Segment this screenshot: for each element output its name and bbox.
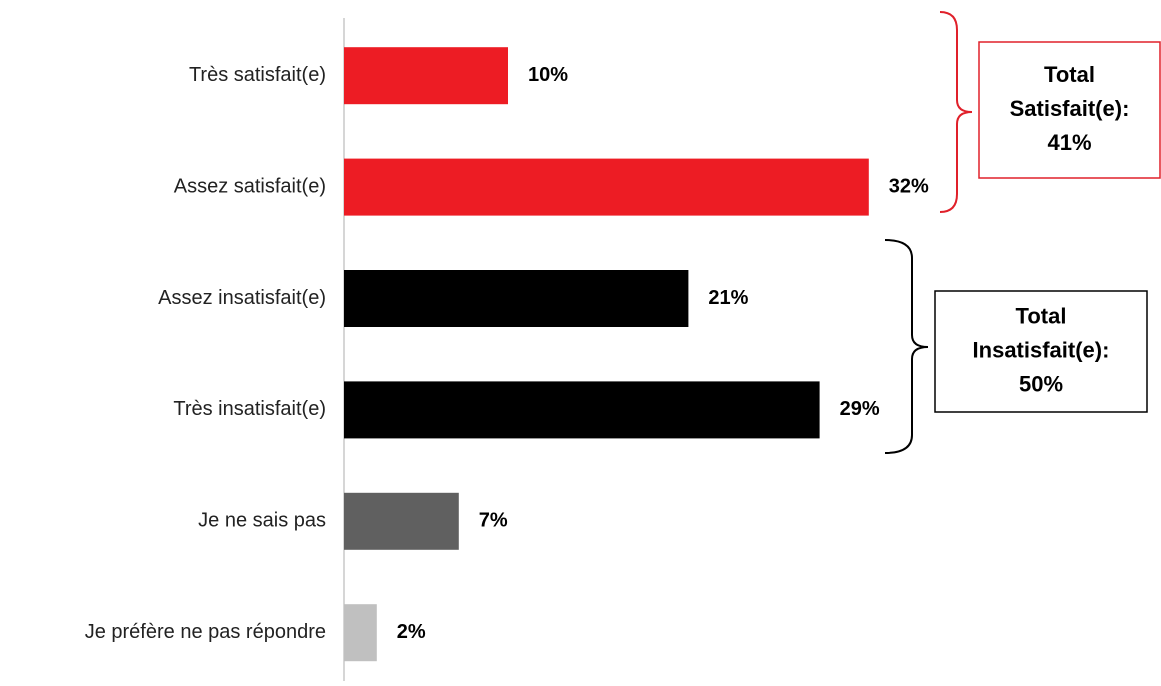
y-tick-label: Assez insatisfait(e) [158,287,326,309]
annotation-text: 41% [1047,130,1091,155]
annotation-text: Total [1044,62,1095,87]
value-label: 29% [840,398,880,420]
bar [344,604,377,662]
annotation-box [934,290,1148,413]
annotation-text: Satisfait(e): [1010,96,1130,121]
bar [344,381,820,439]
value-label: 32% [889,175,929,197]
annotation-text: Total [1016,303,1067,328]
bar [344,492,459,550]
y-tick-label: Très insatisfait(e) [173,398,326,420]
y-tick-label: Je ne sais pas [198,510,326,532]
value-label: 21% [708,287,748,309]
y-tick-label: Assez satisfait(e) [174,175,326,197]
annotation-text: 50% [1019,371,1063,396]
annotation-text: Insatisfait(e): [973,337,1110,362]
bar [344,158,869,216]
bracket [939,11,973,213]
bar [344,47,508,105]
value-label: 7% [479,510,508,532]
value-label: 10% [528,64,568,86]
annotation-box [978,41,1161,179]
bar [344,270,689,327]
y-tick-label: Très satisfait(e) [189,64,326,86]
y-tick-label: Je préfère ne pas répondre [85,621,326,643]
bracket [884,239,929,454]
value-label: 2% [397,621,426,643]
